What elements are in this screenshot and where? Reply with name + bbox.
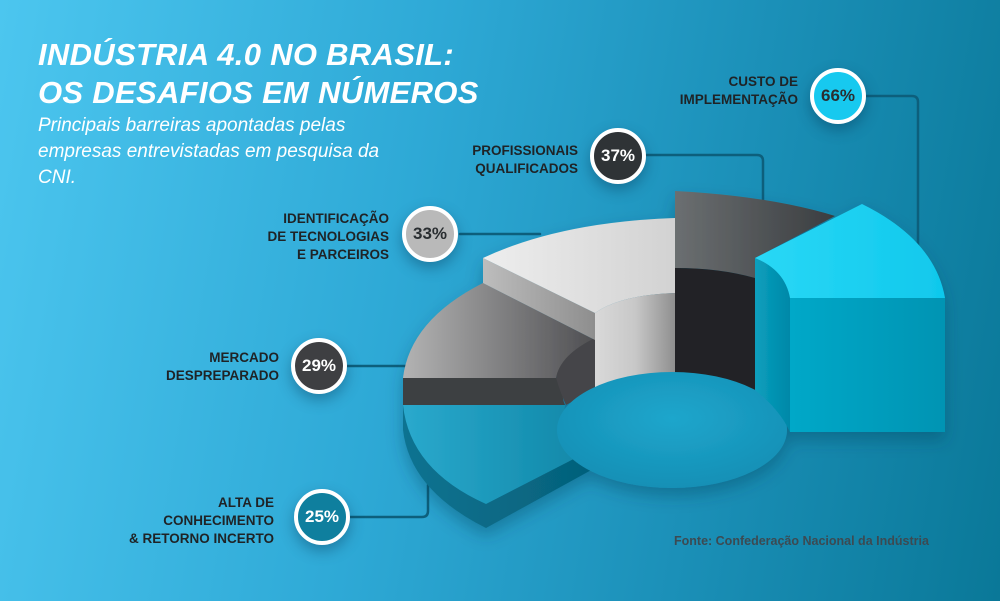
segment-25 bbox=[403, 405, 595, 528]
badge-66: 66% bbox=[810, 68, 866, 124]
badge-37: 37% bbox=[590, 128, 646, 184]
segment-66 bbox=[755, 204, 945, 432]
subtitle: Principais barreiras apontadas pelas emp… bbox=[38, 115, 380, 188]
title-line-2: OS DESAFIOS EM NÚMEROS bbox=[38, 75, 479, 110]
label-identificacao: IDENTIFICAÇÃO DE TECNOLOGIAS E PARCEIROS bbox=[267, 211, 389, 262]
label-custo: CUSTO DE IMPLEMENTAÇÃO bbox=[679, 74, 798, 107]
label-mercado: MERCADO DESPREPARADO bbox=[165, 350, 279, 383]
segment-29 bbox=[403, 283, 595, 405]
badge-33: 33% bbox=[402, 206, 458, 262]
label-alta: ALTA DE CONHECIMENTO & RETORNO INCERTO bbox=[128, 495, 274, 546]
segment-33 bbox=[483, 218, 675, 390]
source-note: Fonte: Confederação Nacional da Indústri… bbox=[674, 534, 929, 548]
title-line-1: INDÚSTRIA 4.0 NO BRASIL: bbox=[38, 37, 454, 72]
page-title: INDÚSTRIA 4.0 NO BRASIL: OS DESAFIOS EM … bbox=[38, 36, 479, 112]
label-profissionais: PROFISSIONAIS QUALIFICADOS bbox=[472, 143, 578, 176]
badge-29: 29% bbox=[291, 338, 347, 394]
connector-lines bbox=[341, 94, 920, 519]
segment-37 bbox=[675, 191, 835, 390]
badge-25: 25% bbox=[294, 489, 350, 545]
donut-hole bbox=[557, 372, 787, 488]
